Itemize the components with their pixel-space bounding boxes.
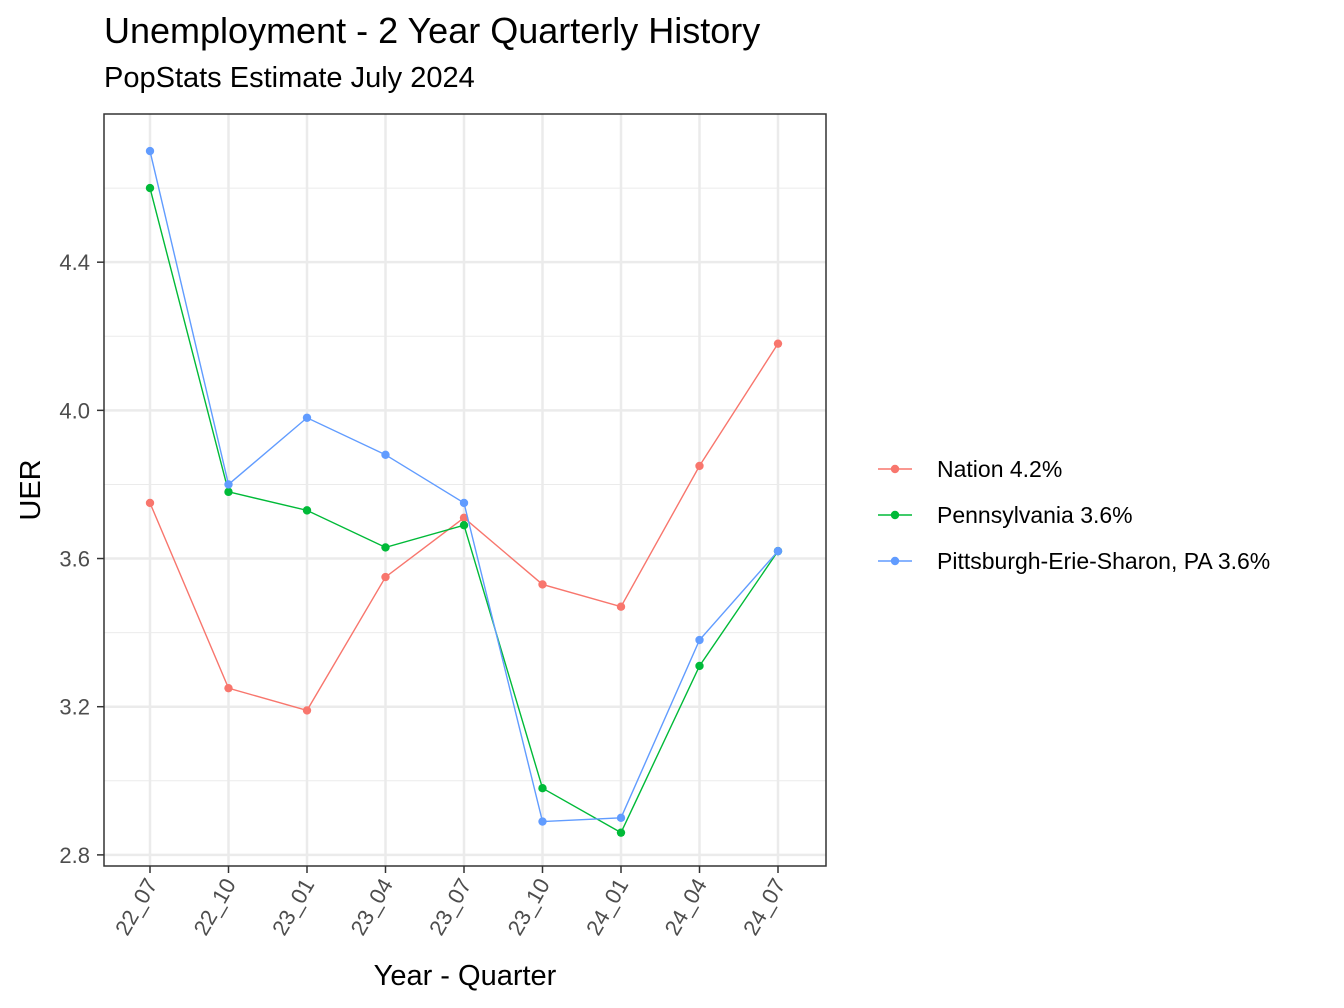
data-point [459, 513, 469, 522]
chart-subtitle: PopStats Estimate July 2024 [104, 62, 475, 94]
chart-title: Unemployment - 2 Year Quarterly History [104, 10, 761, 51]
data-point [538, 784, 547, 793]
y-tick-label: 3.2 [59, 695, 90, 720]
data-point [616, 828, 626, 837]
legend-key-point [890, 464, 900, 474]
axes-layer: 2.8 3.2 3.6 4.0 4.4 22_07 22_10 23_01 23_04 23_07… [59, 250, 790, 939]
series-layer [145, 146, 783, 837]
data-point [145, 146, 155, 156]
legend-label: Pennsylvania 3.6% [937, 502, 1133, 528]
x-tick-label: 24_07 [738, 874, 790, 939]
legend-key-point [890, 510, 900, 520]
data-point [695, 635, 704, 645]
legend-key-point [890, 556, 900, 566]
legend: Nation 4.2% Pennsylvania 3.6% Pittsburgh-E… [878, 456, 1270, 574]
legend-label: Nation 4.2% [937, 456, 1062, 482]
y-tick-label: 4.0 [59, 398, 90, 423]
data-point [459, 520, 469, 530]
panel-border [103, 113, 827, 867]
y-tick-label: 4.4 [59, 250, 90, 275]
data-point [695, 661, 704, 671]
y-tick-label: 2.8 [59, 843, 90, 868]
x-tick-label: 24_04 [660, 874, 712, 939]
x-tick-label: 23_10 [503, 874, 555, 939]
data-point [616, 602, 626, 611]
data-point [538, 580, 547, 589]
data-point [695, 461, 704, 471]
y-tick-label: 3.6 [59, 547, 90, 572]
data-point [302, 506, 312, 515]
data-point [459, 498, 469, 508]
data-point [224, 480, 233, 489]
data-point [381, 450, 390, 460]
legend-label: Pittsburgh-Erie-Sharon, PA 3.6% [937, 548, 1270, 574]
data-point [224, 683, 233, 693]
data-point [616, 813, 626, 823]
x-tick-label: 23_07 [424, 874, 476, 939]
data-point [381, 543, 390, 552]
data-point [381, 572, 390, 582]
x-tick-label: 24_01 [581, 874, 633, 939]
grid-major [104, 114, 826, 866]
data-point [302, 706, 312, 715]
data-point [773, 546, 783, 556]
x-tick-label: 22_07 [110, 874, 162, 939]
x-axis-title: Year - Quarter [374, 960, 557, 992]
data-point [224, 487, 233, 497]
y-axis-title: UER [15, 459, 47, 520]
data-point [773, 339, 783, 348]
x-tick-label: 23_01 [267, 874, 319, 939]
data-point [145, 498, 155, 508]
x-tick-label: 23_04 [346, 874, 398, 939]
data-point [302, 413, 312, 422]
data-point [538, 817, 547, 826]
data-point [145, 183, 155, 193]
x-tick-label: 22_10 [189, 874, 241, 939]
